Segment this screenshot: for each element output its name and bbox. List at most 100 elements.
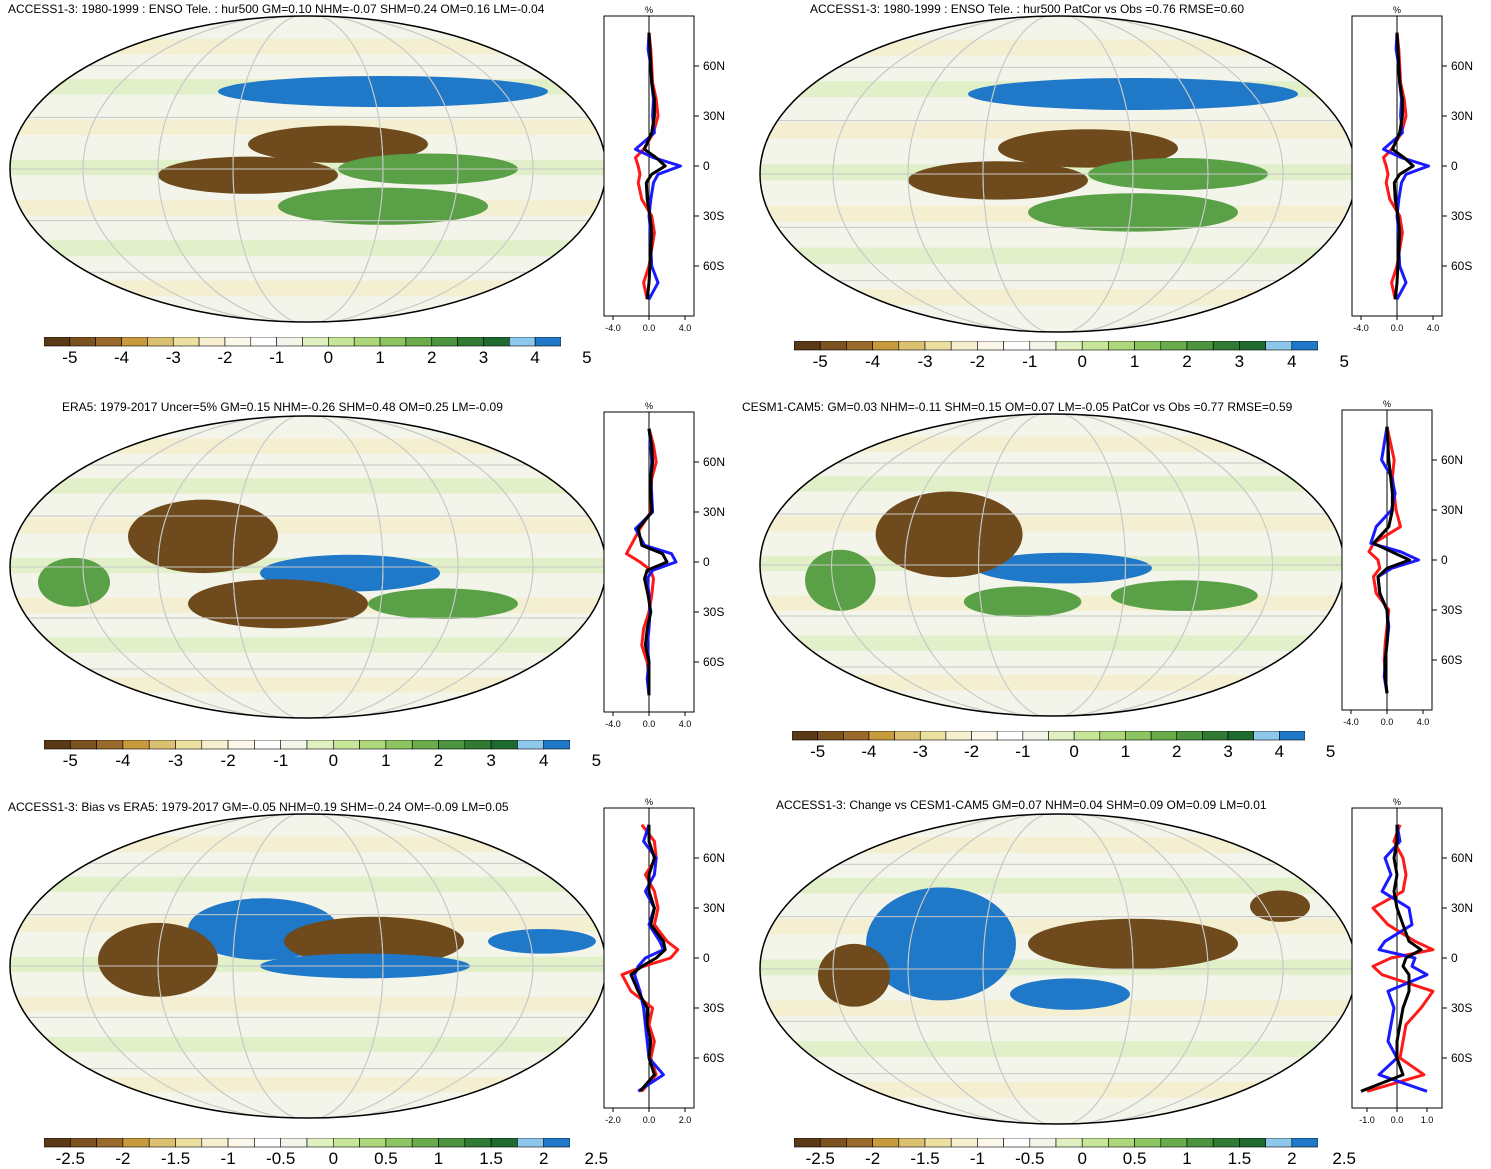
colorbar-swatch xyxy=(43,1137,71,1148)
colorbar-label: -1 xyxy=(269,348,285,367)
map-band xyxy=(10,478,606,494)
colorbar-swatch xyxy=(793,340,821,351)
map-band xyxy=(760,436,1344,452)
colorbar-swatch xyxy=(227,739,255,750)
colorbar-label: 4 xyxy=(1287,352,1297,371)
colorbar-swatch xyxy=(332,1137,360,1148)
colorbar-swatch xyxy=(543,1137,571,1148)
colorbar-swatch xyxy=(950,1137,978,1148)
colorbar-label: 2.5 xyxy=(584,1149,609,1168)
colorbar-swatch xyxy=(147,336,174,347)
colorbar-label: -1.5 xyxy=(910,1149,940,1168)
colorbar-label: 1.5 xyxy=(479,1149,503,1168)
colorbar-swatch xyxy=(1003,340,1031,351)
colorbar-swatch xyxy=(1125,730,1152,741)
profile-unit: % xyxy=(1393,797,1401,807)
map-anomaly-region xyxy=(866,887,1016,1001)
world-map xyxy=(758,412,1346,718)
map-band xyxy=(760,1082,1356,1098)
colorbar-label: -5 xyxy=(810,742,826,761)
colorbar-swatch xyxy=(43,336,71,347)
profile-unit: % xyxy=(645,401,653,411)
colorbar-labels: -5 -4 -3 -2 -1 0 1 2 3 4 5 xyxy=(794,352,1349,372)
profile-xtick-label: 0.0 xyxy=(1381,717,1394,727)
colorbar-label: -1 xyxy=(273,751,289,770)
profile-ytick-label: 60N xyxy=(703,59,725,73)
colorbar-label: -3 xyxy=(912,742,928,761)
colorbar-label: -0.5 xyxy=(1015,1149,1045,1168)
colorbar-swatch xyxy=(250,336,277,347)
colorbar-label: 2 xyxy=(427,348,437,367)
map-band xyxy=(760,247,1356,264)
colorbar-label: -4 xyxy=(115,751,131,770)
profile-xtick-label: 0.0 xyxy=(1391,1115,1404,1125)
colorbar-swatch xyxy=(122,739,150,750)
colorbar-label: 0 xyxy=(328,751,339,770)
colorbar-swatch xyxy=(1150,730,1178,741)
colorbar: -2.5 -2 -1.5 -1 -0.5 0 0.5 1 1.5 2 2.5 xyxy=(793,1135,1356,1168)
colorbar-label: -4 xyxy=(865,352,881,371)
colorbar-swatch xyxy=(201,739,229,750)
map-anomaly-region xyxy=(1110,580,1258,611)
colorbar-swatch xyxy=(1048,730,1075,741)
map-anomaly-region xyxy=(1028,193,1238,232)
colorbar: -5 -4 -3 -2 -1 0 1 2 3 4 5 xyxy=(791,728,1335,761)
map-anomaly-region xyxy=(1250,890,1310,922)
map-band xyxy=(10,836,606,853)
colorbar-swatch xyxy=(121,336,148,347)
map-band xyxy=(10,677,606,693)
colorbar-swatch xyxy=(950,340,978,351)
colorbar-swatch xyxy=(96,739,124,750)
colorbar-swatch xyxy=(172,336,200,347)
colorbar-swatch xyxy=(405,336,433,347)
colorbar-swatch xyxy=(517,739,544,750)
colorbar-swatch xyxy=(791,730,818,741)
panel-title: ACCESS1-3: 1980-1999 : ENSO Tele. : hur5… xyxy=(810,2,1245,16)
profile-series-line xyxy=(620,823,680,1093)
colorbar-swatch xyxy=(817,730,844,741)
zonal-mean-profile: % 60N 30N 0 30S 60S -4.0 0.0 4.0 xyxy=(1336,398,1481,738)
colorbar-label: -2 xyxy=(220,751,236,770)
map-anomaly-region xyxy=(218,76,548,107)
profile-ytick-label: 30S xyxy=(703,209,724,223)
map-band xyxy=(760,837,1356,853)
colorbar-swatch xyxy=(96,1137,124,1148)
panel-title: ACCESS1-3: Change vs CESM1-CAM5 GM=0.07 … xyxy=(776,798,1267,812)
colorbar-swatch xyxy=(1176,730,1203,741)
colorbar-swatch xyxy=(898,1137,926,1148)
colorbar-swatch xyxy=(359,739,387,750)
colorbar: -2.5 -2 -1.5 -1 -0.5 0 0.5 1 1.5 2 2.5 xyxy=(43,1135,608,1168)
profile-xtick-label: 0.0 xyxy=(643,719,656,729)
colorbar-label: -1.5 xyxy=(160,1149,191,1168)
zonal-mean-profile: % 60N 30N 0 30S 60S -4.0 0.0 4.0 xyxy=(598,4,743,344)
profile-ytick-label: 30N xyxy=(1441,503,1463,517)
colorbar-swatch xyxy=(385,739,413,750)
profile-xtick-label: -4.0 xyxy=(1353,323,1369,333)
profile-ytick-label: 30N xyxy=(703,901,725,915)
colorbar-swatch xyxy=(379,336,407,347)
profile-ytick-label: 0 xyxy=(1451,951,1458,965)
profile-xtick-label: 0.0 xyxy=(1391,323,1404,333)
colorbar-swatch xyxy=(198,336,226,347)
map-anomaly-region xyxy=(1028,918,1238,969)
colorbar-label: 2.5 xyxy=(1332,1149,1357,1168)
world-map xyxy=(8,812,608,1120)
colorbar-label: 5 xyxy=(1339,352,1349,371)
map-anomaly-region xyxy=(968,78,1298,110)
profile-xtick-label: 4.0 xyxy=(1427,323,1440,333)
colorbar-swatch xyxy=(302,336,329,347)
map-anomaly-region xyxy=(188,579,368,629)
profile-series-line xyxy=(1366,824,1435,1093)
colorbar-swatch xyxy=(69,739,97,750)
colorbar-swatch xyxy=(1186,340,1214,351)
map-anomaly-region xyxy=(963,586,1082,618)
colorbar-swatch xyxy=(1134,1137,1162,1148)
colorbar-label: -2.5 xyxy=(805,1149,835,1168)
colorbar-swatch xyxy=(872,340,900,351)
colorbar-label: 1.5 xyxy=(1227,1149,1252,1168)
colorbar-label: 0 xyxy=(323,348,334,367)
colorbar-swatch xyxy=(490,739,518,750)
colorbar-label: -2 xyxy=(115,1149,131,1168)
colorbar-swatch xyxy=(1227,730,1254,741)
profile-xtick-label: -4.0 xyxy=(605,719,621,729)
